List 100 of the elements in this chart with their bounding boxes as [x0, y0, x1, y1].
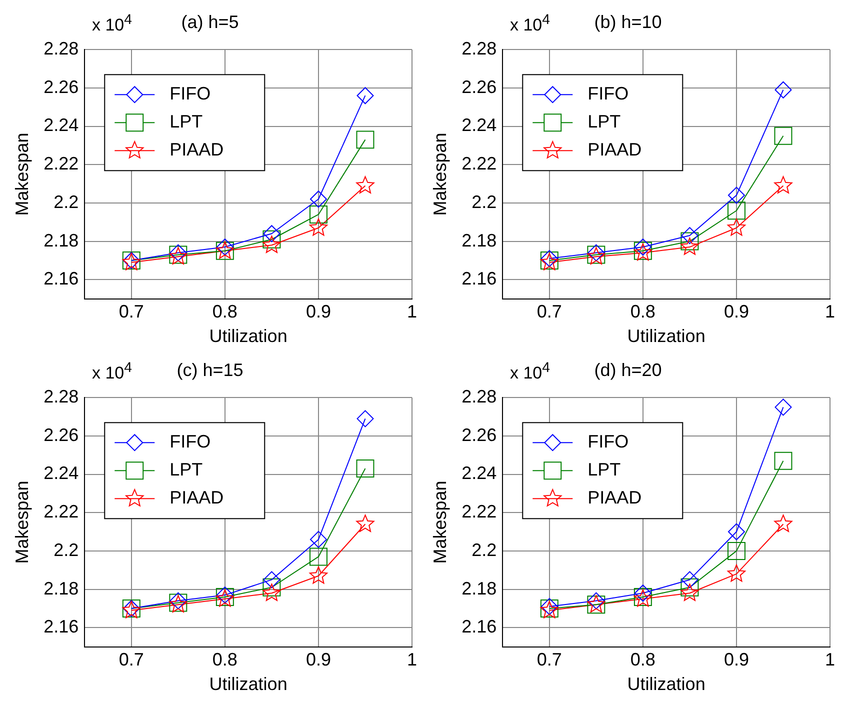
point	[774, 452, 792, 470]
point	[309, 218, 328, 236]
legend-label: LPT	[588, 460, 621, 480]
y-tick-label: 2.24	[462, 115, 497, 136]
y-tick-label: 2.2	[472, 192, 497, 212]
point	[634, 584, 652, 602]
y-tick-label: 2.22	[462, 154, 497, 174]
chart-title: (b) h=10	[594, 12, 662, 32]
y-tick-label: 2.28	[44, 38, 79, 59]
x-tick-label: 1	[406, 650, 418, 670]
y-tick-label: 2.28	[44, 386, 79, 407]
point	[681, 571, 698, 588]
point	[262, 584, 281, 601]
text: x 10$^{4}$	[92, 12, 132, 36]
y-tick-label: 2.24	[44, 115, 79, 136]
x-tick-label: 0.9	[724, 302, 749, 322]
legend-label: LPT	[170, 112, 203, 132]
y-tick-label: 2.16	[44, 616, 79, 637]
point	[727, 564, 746, 582]
x-axis-title: Utilization	[209, 326, 288, 346]
y-tick-label: 2.18	[44, 578, 79, 598]
point	[262, 230, 281, 248]
x-axis-title: Utilization	[627, 674, 706, 694]
y-tick-label: 2.2	[472, 540, 497, 560]
y-tick-label: 2.18	[462, 230, 497, 250]
point	[309, 205, 328, 224]
x-tick-label: 0.7	[536, 302, 562, 322]
point	[774, 398, 792, 416]
point	[310, 190, 327, 208]
y-tick-label: 2.28	[462, 38, 497, 59]
legend-label: FIFO	[588, 432, 629, 452]
point	[356, 410, 374, 428]
legend-label: FIFO	[588, 84, 629, 104]
y-tick-label: 2.18	[462, 578, 497, 598]
point	[680, 238, 699, 255]
point	[680, 232, 699, 250]
x-tick-label: 1	[406, 302, 418, 322]
point	[356, 87, 374, 104]
point	[634, 238, 652, 256]
point	[309, 566, 328, 584]
y-tick-label: 2.24	[462, 463, 497, 484]
legend-label: LPT	[170, 460, 203, 480]
point	[774, 514, 792, 532]
chart-title: (d) h=20	[594, 360, 662, 380]
legend-label: FIFO	[170, 432, 211, 452]
y-tick-label: 2.24	[44, 463, 79, 484]
chart-title: (c) h=15	[176, 360, 244, 380]
y-tick-label: 2.26	[462, 76, 497, 97]
x-axis-title: Utilization	[627, 326, 706, 346]
point	[262, 236, 281, 253]
y-tick-label: 2.22	[44, 154, 79, 174]
y-tick-label: 2.28	[462, 386, 497, 407]
point	[262, 578, 281, 596]
legend-label: LPT	[588, 112, 621, 132]
point	[727, 202, 746, 220]
y-axis-title: Makespan	[430, 132, 450, 216]
legend-label: FIFO	[170, 84, 211, 104]
point	[356, 176, 374, 194]
point	[727, 542, 746, 560]
point	[680, 578, 699, 596]
point	[588, 592, 605, 610]
x-tick-label: 0.9	[724, 650, 749, 670]
point	[356, 514, 374, 532]
x-tick-label: 0.9	[306, 650, 331, 670]
text: x 10$^{4}$	[510, 12, 550, 36]
point	[310, 530, 327, 548]
x-tick-label: 0.9	[306, 302, 331, 322]
y-tick-label: 2.2	[54, 540, 79, 560]
point	[681, 227, 698, 244]
x-tick-label: 0.8	[630, 650, 656, 670]
y-axis-title: Makespan	[12, 480, 32, 564]
point	[356, 460, 374, 478]
x-tick-label: 0.7	[118, 302, 144, 322]
point	[216, 238, 234, 256]
y-axis-title: Makespan	[12, 132, 32, 216]
point	[774, 81, 792, 98]
y-tick-label: 2.16	[462, 616, 497, 637]
point	[728, 523, 745, 540]
legend-label: PIAAD	[170, 488, 224, 508]
text: x 10$^{4}$	[510, 360, 550, 384]
point	[263, 571, 280, 588]
point	[774, 176, 792, 194]
x-tick-label: 1	[824, 650, 836, 670]
point	[309, 548, 328, 566]
x-tick-label: 0.7	[118, 650, 144, 670]
y-tick-label: 2.26	[44, 424, 79, 445]
y-tick-label: 2.26	[462, 424, 497, 445]
chart-title: (a) h=5	[181, 12, 239, 32]
x-tick-label: 0.8	[630, 302, 656, 322]
y-tick-label: 2.16	[462, 268, 497, 289]
point	[680, 584, 699, 601]
y-axis-title: Makespan	[430, 480, 450, 564]
point	[263, 225, 280, 242]
y-tick-label: 2.18	[44, 230, 79, 250]
x-tick-label: 0.8	[212, 650, 238, 670]
y-tick-label: 2.26	[44, 76, 79, 97]
legend-label: PIAAD	[170, 140, 224, 160]
x-tick-label: 0.8	[212, 302, 238, 322]
x-tick-label: 1	[824, 302, 836, 322]
text: x 10$^{4}$	[92, 360, 132, 384]
